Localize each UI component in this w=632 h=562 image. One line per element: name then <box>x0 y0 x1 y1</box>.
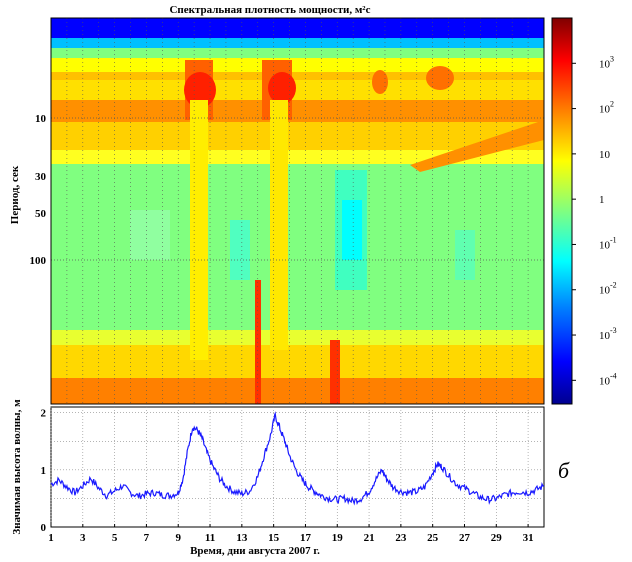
wave-x-tick-label: 1 <box>48 532 54 544</box>
wave-y-label: Значимая высота волны, м <box>11 399 23 535</box>
wave-x-axis: 1 3 5 7 9 11 13 15 17 19 21 23 25 27 29 31 <box>48 524 534 544</box>
wave-x-tick-label: 25 <box>427 532 439 544</box>
wave-x-tick-label: 5 <box>112 532 118 544</box>
wave-height-grid <box>50 407 544 527</box>
wave-x-label: Время, дни августа 2007 г. <box>190 545 320 557</box>
wave-y-tick-label: 1 <box>41 465 47 477</box>
colorbar-tick-label: 103 <box>599 54 614 70</box>
wave-x-tick-label: 27 <box>459 532 471 544</box>
wave-y-tick-label: 2 <box>41 408 47 420</box>
colorbar-tick-label: 1 <box>599 194 605 206</box>
wave-x-tick-label: 21 <box>364 532 375 544</box>
wave-x-tick-label: 11 <box>205 532 215 544</box>
spectrogram-y-axis: 10 30 50 100 Период, сек <box>9 113 47 267</box>
spectrogram-day-grid <box>66 18 529 404</box>
colorbar-tick-label: 10-4 <box>599 371 617 387</box>
colorbar-tick-label: 10-2 <box>599 281 617 297</box>
wave-x-tick-label: 3 <box>80 532 86 544</box>
spectrogram-title: Спектральная плотность мощности, м²с <box>169 4 370 16</box>
panel-letter: б <box>558 458 570 483</box>
wave-x-tick-label: 19 <box>332 532 344 544</box>
wave-x-tick-label: 17 <box>300 532 312 544</box>
colorbar-tick-label: 10-3 <box>599 326 617 342</box>
y-tick-50: 50 <box>35 208 47 220</box>
wave-x-tick-label: 15 <box>268 532 280 544</box>
wave-y-tick-label: 0 <box>41 522 47 534</box>
wave-x-tick-label: 7 <box>144 532 150 544</box>
wave-y-axis: 0 1 2 <box>41 408 47 534</box>
spectrogram-heatmap <box>51 18 544 404</box>
y-tick-10: 10 <box>35 113 47 125</box>
wave-x-tick-label: 29 <box>491 532 503 544</box>
colorbar-tick-label: 10 <box>599 149 611 161</box>
wave-x-tick-label: 13 <box>236 532 248 544</box>
y-tick-30: 30 <box>35 171 47 183</box>
wave-x-tick-label: 23 <box>395 532 407 544</box>
spectrogram-y-label: Период, сек <box>9 165 21 224</box>
y-tick-100: 100 <box>30 255 47 267</box>
wave-height-frame <box>50 406 545 528</box>
spectrogram-frame <box>50 17 545 405</box>
colorbar-gradient <box>551 17 573 405</box>
colorbar-tick-label: 102 <box>599 100 614 116</box>
colorbar-tick-label: 10-1 <box>599 235 617 251</box>
wave-height-series <box>50 411 545 506</box>
wave-x-tick-label: 9 <box>175 532 181 544</box>
wave-x-tick-label: 31 <box>523 532 534 544</box>
